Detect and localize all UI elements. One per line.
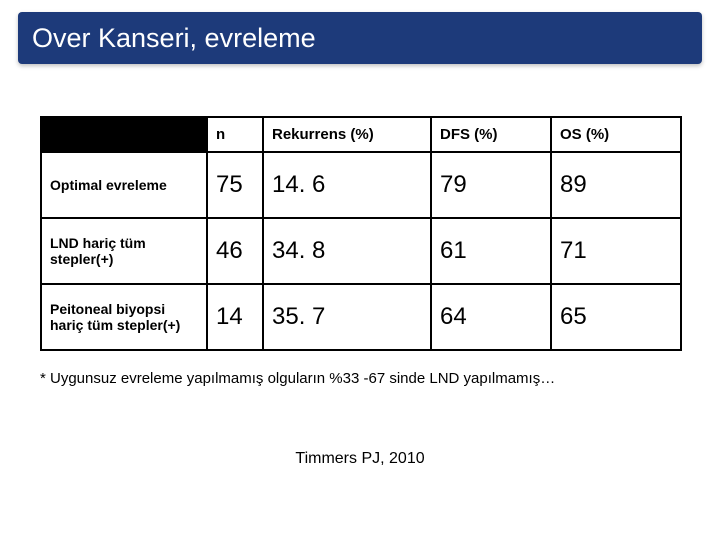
staging-table: n Rekurrens (%) DFS (%) OS (%) Optimal e…: [40, 116, 680, 351]
table-row: LND hariç tüm stepler(+) 46 34. 8 61 71: [41, 218, 681, 284]
cell-dfs: 79: [431, 152, 551, 218]
cell-rek: 34. 8: [263, 218, 431, 284]
cell-os: 65: [551, 284, 681, 350]
col-rekurrens: Rekurrens (%): [263, 117, 431, 152]
col-os: OS (%): [551, 117, 681, 152]
title-bar: Over Kanseri, evreleme: [18, 12, 702, 64]
cell-n: 14: [207, 284, 263, 350]
page-title: Over Kanseri, evreleme: [32, 23, 316, 54]
table-header-row: n Rekurrens (%) DFS (%) OS (%): [41, 117, 681, 152]
table-row: Optimal evreleme 75 14. 6 79 89: [41, 152, 681, 218]
cell-dfs: 61: [431, 218, 551, 284]
citation: Timmers PJ, 2010: [0, 450, 720, 468]
table-header-blank: [41, 117, 207, 152]
cell-rek: 35. 7: [263, 284, 431, 350]
table-row: Peitoneal biyopsi hariç tüm stepler(+) 1…: [41, 284, 681, 350]
table: n Rekurrens (%) DFS (%) OS (%) Optimal e…: [40, 116, 682, 351]
cell-n: 75: [207, 152, 263, 218]
col-dfs: DFS (%): [431, 117, 551, 152]
footnote: * Uygunsuz evreleme yapılmamış olguların…: [40, 370, 555, 387]
row-label: Optimal evreleme: [41, 152, 207, 218]
cell-rek: 14. 6: [263, 152, 431, 218]
row-label: Peitoneal biyopsi hariç tüm stepler(+): [41, 284, 207, 350]
cell-dfs: 64: [431, 284, 551, 350]
cell-n: 46: [207, 218, 263, 284]
cell-os: 89: [551, 152, 681, 218]
cell-os: 71: [551, 218, 681, 284]
col-n: n: [207, 117, 263, 152]
row-label: LND hariç tüm stepler(+): [41, 218, 207, 284]
